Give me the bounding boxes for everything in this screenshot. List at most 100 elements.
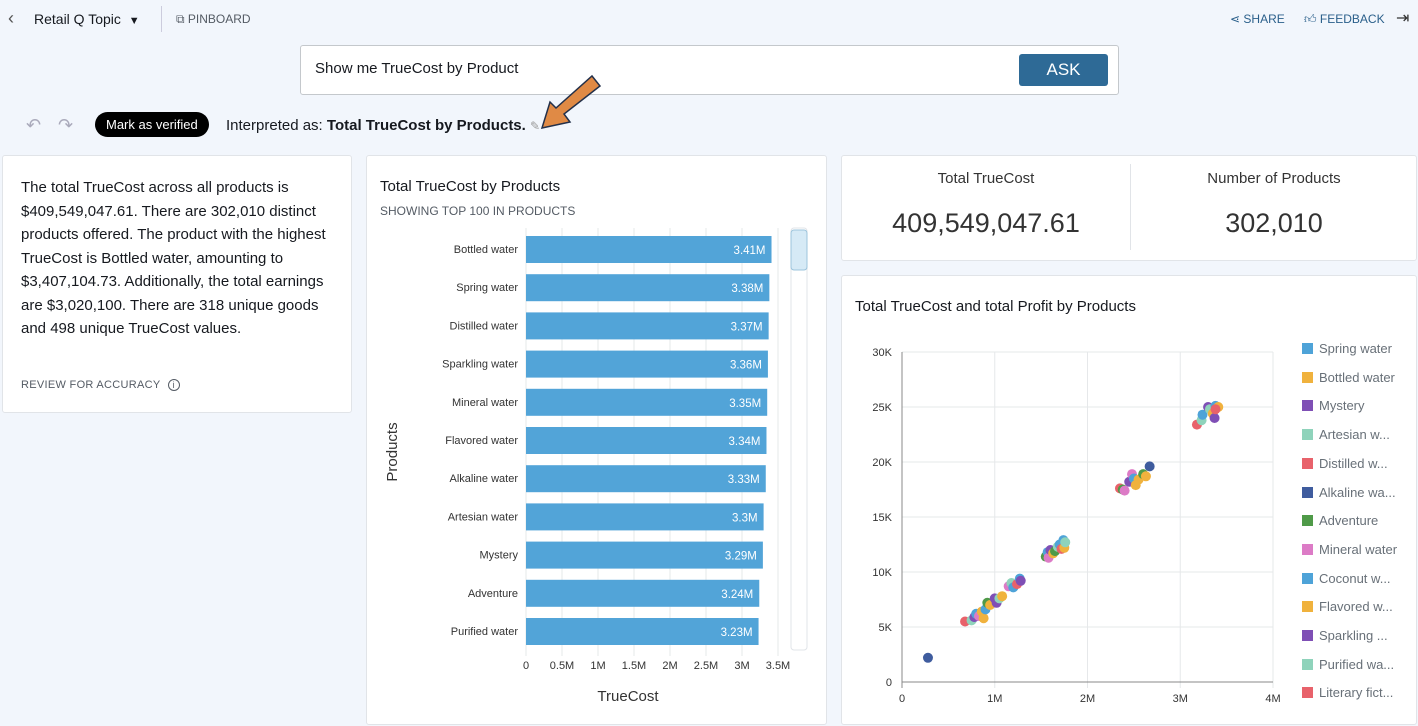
scatter-point <box>978 613 989 624</box>
scatter-point <box>1210 404 1221 415</box>
scatter-chart: 0 5K 10K 15K 20K 25K 30K 0 1M 2M 3M 4M <box>872 347 1280 705</box>
x-tick-label: 0.5M <box>550 660 574 672</box>
pinboard-button[interactable]: ⧉ PINBOARD <box>176 12 251 27</box>
back-chevron-icon[interactable]: ‹ <box>8 8 14 28</box>
kpi-value-truecost: 409,549,047.61 <box>892 208 1080 238</box>
legend-item[interactable]: Sparkling ... <box>1302 628 1388 643</box>
legend-swatch <box>1302 658 1313 670</box>
scatter-point <box>1197 409 1208 420</box>
redo-icon[interactable]: ↷ <box>58 115 74 135</box>
interpretation: Interpreted as: Total TrueCost by Produc… <box>226 117 540 134</box>
kpi-label-truecost: Total TrueCost <box>937 170 1035 187</box>
legend-label: Artesian w... <box>1319 427 1390 443</box>
y-tick-label: Flavored water <box>445 435 518 447</box>
mark-as-verified-button[interactable]: Mark as verified <box>95 112 209 137</box>
legend-item[interactable]: Coconut w... <box>1302 571 1391 586</box>
review-for-accuracy[interactable]: REVIEW FOR ACCURACY i <box>21 379 180 391</box>
question-search-box: ASK <box>300 45 1119 95</box>
legend-item[interactable]: Distilled w... <box>1302 456 1388 471</box>
legend-swatch <box>1302 601 1313 613</box>
undo-icon[interactable]: ↶ <box>26 115 42 135</box>
bar-value-label: 3.3M <box>732 512 758 524</box>
kpi-label-products: Number of Products <box>1207 170 1341 187</box>
x-tick-label: 3.5M <box>766 660 790 672</box>
ask-button[interactable]: ASK <box>1019 54 1108 86</box>
legend-swatch <box>1302 371 1313 383</box>
scatter-point <box>1140 471 1151 482</box>
edit-pencil-icon[interactable]: ✎ <box>530 119 541 133</box>
bar <box>526 274 770 302</box>
legend-item[interactable]: Bottled water <box>1302 370 1395 385</box>
legend-item[interactable]: Literary fict... <box>1302 685 1393 700</box>
summary-text: The total TrueCost across all products i… <box>21 179 326 337</box>
scatter-chart-card: Total TrueCost and total Profit by Produ… <box>841 275 1417 725</box>
pinboard-label: PINBOARD <box>187 12 251 26</box>
scatter-point <box>1144 461 1155 472</box>
bar <box>526 465 766 493</box>
bar-value-label: 3.41M <box>734 245 766 257</box>
legend-item[interactable]: Alkaline wa... <box>1302 485 1396 500</box>
kpi-divider <box>1130 164 1131 250</box>
x-tick-label: 2M <box>662 660 677 672</box>
legend-label: Mystery <box>1319 398 1365 414</box>
share-button[interactable]: ⋖ SHARE <box>1230 12 1285 26</box>
bar-chart: 0 0.5M 1M 1.5M 2M 2.5M 3M 3.5M 3.41M Bottled wate… <box>384 227 808 705</box>
bar-value-label: 3.38M <box>731 283 763 295</box>
bar-value-label: 3.24M <box>721 589 753 601</box>
divider <box>161 6 162 32</box>
y-tick-label: Alkaline water <box>450 473 519 485</box>
legend-item[interactable]: Spring water <box>1302 341 1392 356</box>
y-tick-label: Mystery <box>480 550 519 562</box>
pinboard-icon: ⧉ <box>176 12 185 26</box>
y-tick-label: 10K <box>872 567 892 579</box>
bar-chart-title: Total TrueCost by Products <box>380 178 561 195</box>
x-tick-label: 1M <box>590 660 605 672</box>
scrollbar-thumb[interactable] <box>790 229 808 271</box>
legend-item[interactable]: Flavored w... <box>1302 599 1393 614</box>
feedback-button[interactable]: 👍︎ FEEDBACK <box>1304 12 1385 27</box>
info-icon[interactable]: i <box>167 379 180 391</box>
interpretation-prefix: Interpreted as: <box>226 117 327 134</box>
bar <box>526 427 767 454</box>
legend-item[interactable]: Mystery <box>1302 398 1365 413</box>
legend-swatch <box>1302 687 1313 699</box>
legend-item[interactable]: Adventure <box>1302 513 1378 528</box>
y-tick-label: Bottled water <box>454 244 519 256</box>
legend-swatch <box>1302 457 1313 469</box>
bar <box>526 388 768 416</box>
legend-swatch <box>1302 515 1313 527</box>
scatter-point <box>1209 413 1220 423</box>
bar-value-label: 3.34M <box>729 436 761 448</box>
legend-swatch <box>1302 543 1313 555</box>
legend-label: Distilled w... <box>1319 455 1388 471</box>
y-tick-label: 0 <box>886 677 892 689</box>
topic-name: Retail Q Topic <box>34 11 121 27</box>
legend-label: Purified wa... <box>1319 656 1395 672</box>
question-input[interactable] <box>315 60 995 77</box>
legend-item[interactable]: Artesian w... <box>1302 427 1390 442</box>
legend-item[interactable]: Purified wa... <box>1302 657 1394 672</box>
legend-label: Coconut w... <box>1319 570 1391 586</box>
collapse-panel-icon[interactable]: ⇥ <box>1396 10 1410 27</box>
review-label: REVIEW FOR ACCURACY <box>21 379 161 391</box>
legend-label: Bottled water <box>1319 369 1395 385</box>
bar-value-label: 3.35M <box>729 398 761 410</box>
kpi-value-products: 302,010 <box>1225 208 1323 238</box>
x-tick-label: 4M <box>1265 693 1280 705</box>
legend-swatch <box>1302 343 1313 354</box>
interpretation-text: Total TrueCost by Products. <box>326 117 526 134</box>
legend-swatch <box>1302 486 1313 498</box>
bar-value-label: 3.37M <box>731 321 763 333</box>
bar <box>526 503 764 531</box>
topic-selector[interactable]: Retail Q Topic ▼ <box>34 11 140 27</box>
legend-item[interactable]: Mineral water <box>1302 542 1397 557</box>
bar-value-label: 3.33M <box>728 474 760 486</box>
share-label: SHARE <box>1243 12 1285 26</box>
x-tick-label: 2M <box>1080 693 1095 705</box>
x-tick-label: 1M <box>987 693 1002 705</box>
y-tick-label: 30K <box>872 347 892 359</box>
legend-label: Literary fict... <box>1319 685 1394 701</box>
bar <box>526 236 772 263</box>
annotation-arrow-icon <box>540 74 602 130</box>
x-tick-label: 3M <box>734 660 749 672</box>
